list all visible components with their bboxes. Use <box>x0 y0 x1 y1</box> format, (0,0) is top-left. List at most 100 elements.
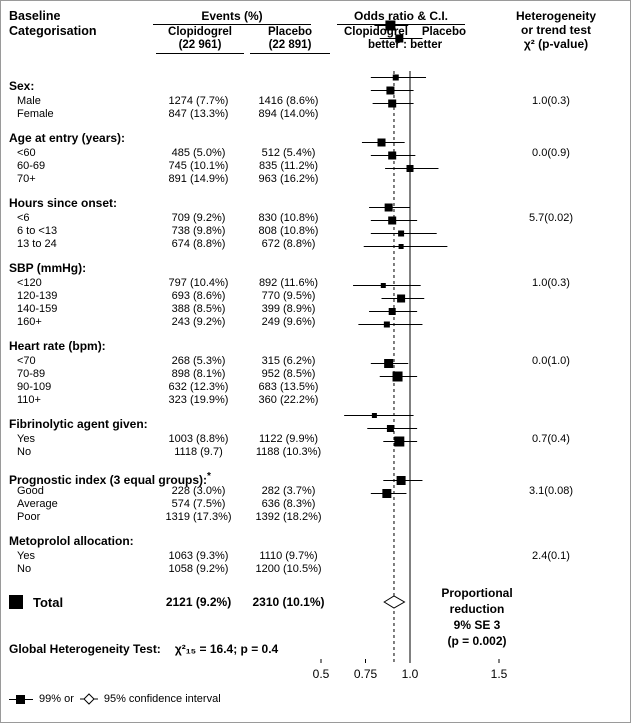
placebo-value: 1200 (10.5%) <box>255 563 322 575</box>
heterogeneity-value <box>506 316 596 329</box>
row-label: Male <box>17 95 41 107</box>
heterogeneity-value: 5.7(0.02) <box>528 212 574 224</box>
events-header: Events (%) <box>153 9 311 25</box>
table-header: Baseline Categorisation Events (%) Clopi… <box>1 7 630 69</box>
group-label: SBP (mmHg): <box>9 261 87 275</box>
row-label: <70 <box>17 355 36 367</box>
plot-cell <box>331 225 506 238</box>
clopidogrel-value: 1319 (17.3%) <box>165 511 232 523</box>
plot-cell <box>331 212 506 225</box>
legend-99-label: 99% or <box>39 693 74 705</box>
data-row: 110+ 323 (19.9%) 360 (22.2%) <box>1 394 630 407</box>
row-label: 70-89 <box>17 368 46 380</box>
data-row: 120-139 693 (8.6%) 770 (9.5%) <box>1 290 630 303</box>
total-row: Total 2121 (9.2%) 2310 (10.1%) <box>1 592 630 612</box>
group-header-row: Fibrinolytic agent given: <box>1 415 630 433</box>
heterogeneity-value: 1.0(0.3) <box>532 277 570 289</box>
row-label: 140-159 <box>17 303 58 315</box>
placebo-value: 1392 (18.2%) <box>255 511 322 523</box>
total-label-cell: Total <box>1 595 151 610</box>
or-better-left-label: Clopidogrel <box>344 26 408 38</box>
data-row: Poor 1319 (17.3%) 1392 (18.2%) <box>1 511 630 524</box>
clopidogrel-value: 268 (5.3%) <box>171 355 226 367</box>
heterogeneity-value <box>506 368 596 381</box>
plot-cell <box>331 498 506 511</box>
placebo-value: 1110 (9.7%) <box>259 550 318 562</box>
row-label: 13 to 24 <box>17 238 57 250</box>
odds-ratio-header: Odds ratio & C.I. <box>337 9 465 25</box>
data-row: No 1118 (9.7) 1188 (10.3%) <box>1 446 630 459</box>
group-header-row: Hours since onset: <box>1 194 630 212</box>
heterogeneity-value <box>506 511 596 524</box>
clopidogrel-value: 674 (8.8%) <box>171 238 226 250</box>
plot-cell <box>331 95 506 108</box>
data-row: <60 485 (5.0%) 512 (5.4%) 0.0(0.9) <box>1 147 630 160</box>
plot-cell <box>331 160 506 173</box>
or-better-right-label: Placebo <box>421 26 466 38</box>
data-row: 90-109 632 (12.3%) 683 (13.5%) <box>1 381 630 394</box>
clopidogrel-value: 898 (8.1%) <box>171 368 226 380</box>
total-label: Total <box>33 594 64 610</box>
ci-99-icon <box>9 694 33 704</box>
clopidogrel-value: 228 (3.0%) <box>171 485 226 497</box>
data-row: <6 709 (9.2%) 830 (10.8%) 5.7(0.02) <box>1 212 630 225</box>
subgroup: Metoprolol allocation: Yes 1063 (9.3%) 1110… <box>1 532 630 576</box>
row-label: 6 to <13 <box>17 225 58 237</box>
row-label: 120-139 <box>17 290 58 302</box>
heterogeneity-value <box>506 173 596 186</box>
placebo-value: 249 (9.6%) <box>261 316 316 328</box>
heterogeneity-value <box>506 108 596 121</box>
placebo-value: 1188 (10.3%) <box>255 446 322 458</box>
group-header-row: Heart rate (bpm): <box>1 337 630 355</box>
placebo-value: 282 (3.7%) <box>261 485 316 497</box>
placebo-value: 1416 (8.6%) <box>258 95 319 107</box>
plot-cell <box>331 108 506 121</box>
placebo-value: 963 (16.2%) <box>258 173 319 185</box>
baseline-header-line1: Baseline <box>9 9 61 23</box>
data-row: <70 268 (5.3%) 315 (6.2%) 0.0(1.0) <box>1 355 630 368</box>
heterogeneity-value: 0.0(1.0) <box>532 355 570 367</box>
clopidogrel-value: 632 (12.3%) <box>168 381 229 393</box>
data-row: 13 to 24 674 (8.8%) 672 (8.8%) <box>1 238 630 251</box>
global-het-label: Global Heterogeneity Test: <box>9 642 161 656</box>
clopidogrel-value: 1058 (9.2%) <box>168 563 229 575</box>
placebo-value: 835 (11.2%) <box>258 160 319 172</box>
subgroup: Prognostic index (3 equal groups):* Good 2… <box>1 467 630 524</box>
placebo-value: 672 (8.8%) <box>261 238 316 250</box>
heterogeneity-header-line1: Heterogeneity <box>515 9 597 23</box>
row-label: 110+ <box>17 394 41 406</box>
plot-cell <box>331 355 506 368</box>
total-square-icon <box>9 595 23 609</box>
group-label-footnote-marker: * <box>207 471 211 482</box>
axis-tick-label: 0.5 <box>312 667 330 681</box>
plot-cell <box>331 290 506 303</box>
plot-cell <box>331 550 506 563</box>
clopidogrel-value: 1003 (8.8%) <box>168 433 229 445</box>
clopidogrel-column-n: (22 961) <box>178 39 222 51</box>
placebo-value: 808 (10.8%) <box>258 225 319 237</box>
heterogeneity-header-line3: χ² (p-value) <box>523 37 589 51</box>
clopidogrel-value: 847 (13.3%) <box>168 108 229 120</box>
axis-tick-label: 1.5 <box>490 667 508 681</box>
clopidogrel-value: 1063 (9.3%) <box>168 550 229 562</box>
row-label: <60 <box>17 147 36 159</box>
row-label: <120 <box>17 277 42 289</box>
prop-note-line2: reduction <box>449 602 505 616</box>
plot-cell <box>331 511 506 524</box>
baseline-categorisation-header: Baseline Categorisation <box>9 9 97 39</box>
legend-95-label: 95% confidence interval <box>103 693 221 705</box>
plot-cell <box>331 147 506 160</box>
group-header-row: Age at entry (years): <box>1 129 630 147</box>
subgroup: SBP (mmHg): <120 797 (10.4%) 892 (11.6%) 1.0… <box>1 259 630 329</box>
row-label: Yes <box>17 550 35 562</box>
axis-tick-label: 1.0 <box>401 667 419 681</box>
data-row: 140-159 388 (8.5%) 399 (8.9%) <box>1 303 630 316</box>
plot-cell <box>331 446 506 459</box>
plot-cell <box>331 173 506 186</box>
data-row: Male 1274 (7.7%) 1416 (8.6%) 1.0(0.3) <box>1 95 630 108</box>
heterogeneity-value: 2.4(0.1) <box>532 550 570 562</box>
row-label: 90-109 <box>17 381 52 393</box>
plot-cell <box>331 381 506 394</box>
subgroup: Fibrinolytic agent given: Yes 1003 (8.8%) 1… <box>1 415 630 459</box>
